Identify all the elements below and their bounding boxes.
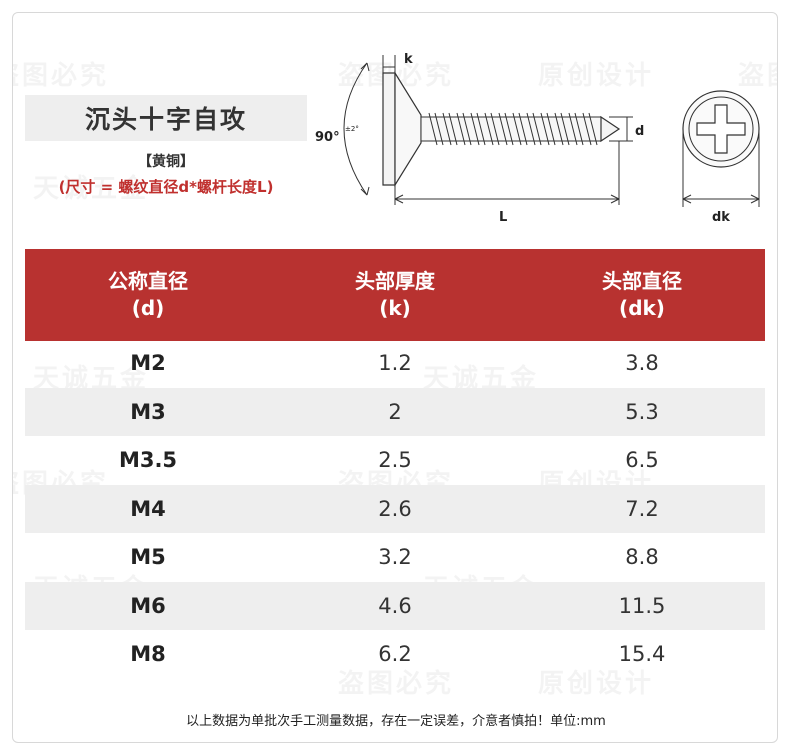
cell-dk: 7.2 [625, 496, 659, 521]
table-header: 公称直径 (d) 头部厚度 (k) 头部直径 (dk) [25, 249, 765, 341]
cell-d: M3 [130, 399, 166, 424]
cell-dk: 5.3 [625, 399, 659, 424]
cell-d: M4 [130, 496, 166, 521]
d-label: d [635, 124, 644, 139]
cell-k: 2.6 [378, 496, 412, 521]
cell-d: M2 [130, 351, 166, 376]
cell-dk: 11.5 [618, 593, 666, 618]
cell-dk: 8.8 [625, 545, 659, 570]
table-row: M3 2 5.3 [25, 387, 765, 436]
footer-note: 以上数据为单批次手工测量数据，存在一定误差，介意者慎拍！单位:mm [186, 714, 606, 729]
cell-d: M6 [130, 593, 166, 618]
product-title: 沉头十字自攻 [84, 105, 247, 134]
angle-arc [343, 62, 368, 196]
watermark: 盗图必究 [13, 55, 109, 92]
table-row: M8 6.2 15.4 [25, 630, 765, 679]
cell-k: 2 [388, 399, 402, 424]
cell-dk: 15.4 [618, 642, 666, 667]
table-row: M4 2.6 7.2 [25, 484, 765, 533]
angle-label: 90° [315, 130, 340, 145]
material-label: 【黄铜】 [138, 154, 194, 170]
phillips-cross-icon [696, 104, 746, 154]
size-note: (尺寸 = 螺纹直径d*螺杆长度L) [58, 178, 274, 196]
L-label: L [499, 210, 507, 225]
cell-k: 6.2 [378, 642, 412, 667]
table-row: M5 3.2 8.8 [25, 533, 765, 582]
k-label: k [404, 52, 413, 67]
screw-threads [428, 112, 598, 146]
cell-dk: 3.8 [625, 351, 659, 376]
cell-k: 4.6 [378, 593, 412, 618]
header-head-diameter: 头部直径 (dk) [602, 269, 682, 320]
cell-dk: 6.5 [625, 448, 659, 473]
table-body: M2 1.2 3.8 M3 2 5.3 M3.5 2.5 6.5 M4 2.6 … [25, 339, 765, 679]
table-row: M3.5 2.5 6.5 [25, 436, 765, 485]
screw-diagram: 90° ±2° k d L [315, 52, 760, 225]
header-nominal-diameter: 公称直径 (d) [108, 269, 188, 320]
dk-label: dk [712, 210, 730, 225]
product-title-box: 沉头十字自攻 [25, 95, 307, 141]
header-head-thickness: 头部厚度 (k) [355, 269, 435, 320]
table-row: M2 1.2 3.8 [25, 339, 765, 388]
spec-card: 盗图必究 盗图必究 原创设计 盗图必究 天诚五金 天诚五金 天诚五金 盗图必究 … [12, 12, 778, 743]
cell-d: M5 [130, 545, 166, 570]
table-row: M6 4.6 11.5 [25, 581, 765, 630]
cell-d: M8 [130, 642, 166, 667]
cell-k: 1.2 [378, 351, 412, 376]
screw-tip [600, 115, 621, 143]
cell-d: M3.5 [118, 448, 178, 473]
cell-k: 2.5 [378, 448, 412, 473]
cell-k: 3.2 [378, 545, 412, 570]
screw-head [382, 72, 396, 186]
angle-tolerance: ±2° [345, 125, 359, 133]
